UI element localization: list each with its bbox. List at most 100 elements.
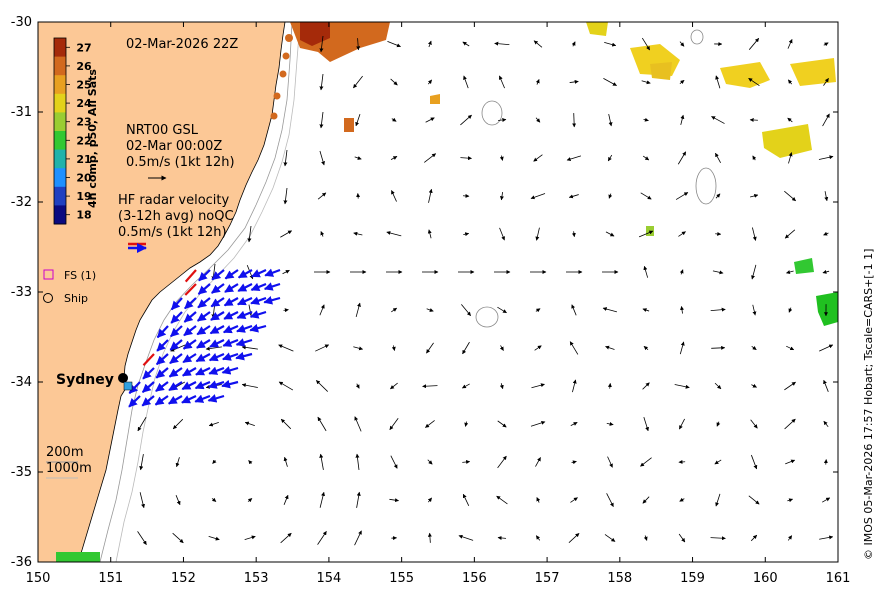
hf-radar-vector bbox=[235, 351, 253, 361]
island-contour bbox=[690, 29, 704, 45]
plot-area bbox=[38, 22, 838, 562]
current-vector bbox=[460, 156, 472, 161]
current-vector bbox=[355, 383, 360, 389]
current-vector bbox=[172, 532, 184, 544]
hf-radar-vector bbox=[184, 269, 197, 283]
current-vector bbox=[241, 383, 258, 388]
colorbar: 27 26 25 24 23 22 21 20 19 18 4h comp, p50, All S… bbox=[53, 37, 99, 225]
current-vector bbox=[570, 497, 578, 503]
current-vector bbox=[715, 75, 721, 89]
colorbar-tick: 22 bbox=[76, 134, 91, 147]
current-vector bbox=[750, 193, 759, 198]
current-vector bbox=[715, 152, 721, 164]
current-vector bbox=[787, 39, 793, 49]
current-vector bbox=[319, 491, 325, 508]
hf-radar-vector bbox=[184, 297, 197, 310]
current-vector bbox=[715, 231, 722, 236]
current-vector bbox=[422, 384, 438, 389]
current-vector bbox=[462, 459, 471, 464]
current-vector bbox=[787, 498, 794, 503]
current-vector bbox=[823, 459, 828, 465]
current-vector bbox=[570, 421, 578, 427]
hf-radar-vector bbox=[237, 283, 253, 292]
hf-radar-vector bbox=[155, 353, 169, 366]
current-vector bbox=[710, 536, 726, 541]
island-contour bbox=[475, 306, 499, 328]
current-vector bbox=[278, 344, 294, 352]
current-vector bbox=[283, 149, 288, 167]
hf-radar-vector bbox=[264, 268, 281, 277]
y-tick-label: -31 bbox=[11, 105, 32, 120]
hf-radar-vector bbox=[184, 283, 197, 296]
current-vector bbox=[643, 265, 649, 278]
hf-radar-vector bbox=[181, 381, 197, 391]
credit-text: © IMOS 05-Mar-2026 17:57 Hobart; Tscale=… bbox=[862, 249, 875, 560]
hf-radar-vector bbox=[170, 325, 183, 338]
hf-line-3: 0.5m/s (1kt 12h) bbox=[118, 225, 227, 240]
current-vector bbox=[571, 460, 577, 465]
colorbar-cell bbox=[54, 149, 66, 169]
colorbar-cell bbox=[54, 131, 66, 151]
current-vector bbox=[642, 382, 650, 390]
hf-radar-vector bbox=[155, 381, 169, 393]
current-vector bbox=[387, 40, 401, 48]
current-vector bbox=[535, 535, 541, 541]
hf-radar-vector bbox=[128, 381, 141, 394]
current-vector bbox=[638, 230, 654, 238]
current-vector bbox=[497, 455, 507, 469]
current-vector bbox=[205, 346, 222, 351]
current-vector bbox=[319, 111, 324, 129]
legend-ship-symbol bbox=[43, 293, 53, 303]
current-vector bbox=[788, 307, 793, 313]
nrt-line-3: 0.5m/s (1kt 12h) bbox=[126, 155, 235, 170]
current-vector bbox=[680, 114, 685, 125]
hf-radar-vector bbox=[224, 269, 239, 280]
current-vector bbox=[606, 493, 614, 508]
hf-radar-vector bbox=[222, 324, 239, 334]
current-vector bbox=[462, 341, 470, 355]
current-vector bbox=[607, 382, 612, 389]
hf-radar-vector bbox=[223, 311, 239, 320]
current-vector bbox=[606, 421, 614, 426]
current-vector bbox=[679, 79, 685, 85]
current-vector bbox=[679, 341, 685, 355]
current-vector bbox=[244, 535, 256, 540]
current-vector bbox=[498, 117, 507, 122]
current-vector bbox=[390, 455, 398, 469]
current-vector bbox=[499, 345, 504, 351]
hf-radar-vector bbox=[211, 269, 225, 281]
y-tick-label: -35 bbox=[11, 465, 32, 480]
current-vector bbox=[568, 194, 579, 199]
current-vector bbox=[715, 193, 721, 199]
current-vector bbox=[391, 190, 397, 202]
hf-radar-vector bbox=[154, 395, 169, 406]
current-vector bbox=[499, 155, 504, 161]
current-vector bbox=[569, 341, 579, 355]
current-vector bbox=[675, 192, 689, 200]
hf-radar-vector bbox=[263, 296, 281, 305]
current-vector bbox=[317, 416, 327, 432]
current-vector bbox=[319, 35, 324, 53]
current-vector bbox=[530, 420, 546, 427]
axes: 150 151 152 153 154 155 156 157 158 159 160 161 -30 -… bbox=[11, 15, 851, 586]
island-contour bbox=[695, 167, 717, 205]
current-vector bbox=[499, 192, 504, 201]
current-vector bbox=[785, 459, 796, 465]
colorbar-cell bbox=[54, 205, 66, 225]
current-vector bbox=[788, 152, 793, 164]
current-vector bbox=[462, 41, 470, 47]
current-vector bbox=[608, 113, 613, 127]
hf-radar-vector bbox=[223, 297, 239, 307]
land-mass bbox=[38, 22, 286, 562]
current-vector bbox=[497, 420, 507, 428]
current-vector bbox=[568, 533, 580, 543]
y-tick-label: -32 bbox=[11, 195, 32, 210]
current-vector bbox=[571, 231, 576, 238]
current-vector bbox=[711, 116, 725, 124]
current-vector bbox=[315, 380, 328, 392]
hf-radar-vector bbox=[237, 296, 253, 306]
hf-radar-vector bbox=[208, 366, 225, 375]
hf-radar-vector bbox=[221, 379, 239, 389]
sst-patches bbox=[56, 22, 838, 562]
